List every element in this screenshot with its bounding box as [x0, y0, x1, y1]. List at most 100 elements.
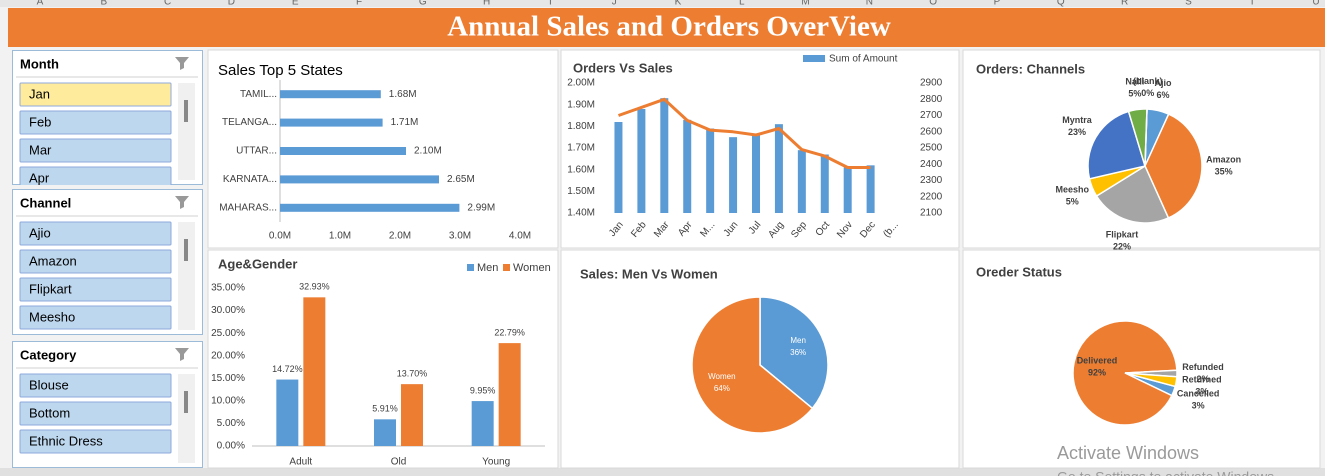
chart-title: Age&Gender — [218, 256, 297, 271]
pie-label: Ajio — [1155, 78, 1173, 88]
slicer-item-label[interactable]: Apr — [29, 170, 50, 185]
y2-tick-label: 2100 — [920, 208, 943, 219]
pie-label: Nalli — [1125, 76, 1144, 86]
slicer-item[interactable] — [19, 166, 172, 190]
slicer-item-label[interactable]: Blouse — [29, 377, 69, 392]
pie-value-label: 3% — [1192, 401, 1205, 411]
slicer-item-label[interactable]: Meesho — [29, 309, 75, 324]
pie-label: (blank) — [1133, 76, 1163, 86]
column-header: K — [675, 0, 682, 8]
column-header: N — [866, 0, 873, 8]
slicer-title: Channel — [20, 195, 71, 210]
chart-title: Sales Top 5 States — [218, 62, 343, 79]
y-tick-label: 2.00M — [567, 78, 595, 89]
slicer-item[interactable] — [19, 305, 172, 330]
column-header: H — [483, 0, 490, 8]
chart-title: Sales: Men Vs Women — [580, 266, 718, 281]
pie-label: Meesho — [1056, 184, 1090, 194]
slicer-item-label[interactable]: Bottom — [29, 405, 70, 420]
column-header: T — [1249, 0, 1255, 8]
scroll-thumb[interactable] — [184, 391, 188, 413]
pie-slice — [759, 296, 829, 410]
x-tick-label: 2.0M — [389, 231, 411, 242]
pie-value-label: 5% — [1066, 196, 1079, 206]
slicer-item[interactable] — [19, 373, 172, 398]
bar — [471, 401, 494, 446]
slicer: Channel Ajio Amazon Flipkart Meesho — [12, 189, 203, 335]
scroll-thumb[interactable] — [184, 100, 188, 122]
x-tick-label: Old — [391, 457, 407, 468]
data-label: 5.91% — [372, 404, 398, 414]
y2-tick-label: 2300 — [920, 175, 943, 186]
filter-clear-icon[interactable] — [175, 348, 189, 361]
slicer-item[interactable] — [19, 221, 172, 246]
data-label: 2.65M — [447, 174, 475, 185]
slicer-item[interactable] — [19, 429, 172, 454]
data-label: 32.93% — [299, 282, 330, 292]
slicer-item-label[interactable]: Mar — [29, 142, 52, 157]
bar — [729, 137, 738, 213]
bar — [280, 175, 439, 184]
data-label: 22.79% — [494, 327, 525, 337]
chart-title: Orders Vs Sales — [573, 60, 673, 75]
pie-slice — [1087, 110, 1146, 180]
slicer-item[interactable] — [19, 249, 172, 274]
pie-label: Amazon — [1206, 155, 1241, 165]
column-header: G — [419, 0, 427, 8]
slicer-item-label[interactable]: Ajio — [29, 225, 51, 240]
filter-clear-icon[interactable] — [175, 57, 189, 70]
scroll-thumb[interactable] — [184, 239, 188, 261]
slicer-item[interactable] — [19, 82, 172, 107]
column-header: M — [801, 0, 809, 8]
pie-label: Cancelled — [1177, 389, 1220, 399]
scrollbar[interactable] — [178, 83, 195, 180]
slicer-item-label[interactable]: Flipkart — [29, 281, 72, 296]
filter-clear-icon[interactable] — [175, 196, 189, 209]
slicer-item-label[interactable]: Amazon — [29, 253, 77, 268]
y-tick-label: 1.40M — [567, 208, 595, 219]
title-banner — [8, 8, 1325, 47]
chart-title: Oreder Status — [976, 264, 1062, 279]
column-header: F — [356, 0, 362, 8]
column-header: I — [549, 0, 552, 8]
y2-tick-label: 2700 — [920, 110, 943, 121]
slicer-item-label[interactable]: Feb — [29, 114, 51, 129]
pie-value-label: 64% — [714, 384, 730, 393]
legend-swatch — [467, 264, 474, 271]
pie-label: Myntra — [1062, 115, 1092, 125]
legend-label: Men — [477, 262, 498, 274]
y-tick-label: 30.00% — [211, 305, 245, 316]
bar — [280, 90, 381, 99]
x-tick-label: Young — [482, 457, 510, 468]
column-header: L — [739, 0, 745, 8]
slicer-item[interactable] — [19, 401, 172, 426]
y-tick-label: 1.80M — [567, 121, 595, 132]
column-header: Q — [1057, 0, 1065, 8]
column-header: J — [612, 0, 617, 8]
pie-label: Delivered — [1077, 356, 1118, 366]
column-header: C — [164, 0, 171, 8]
bar — [303, 297, 326, 446]
slicer-title: Category — [20, 347, 77, 362]
y-tick-label: 0.00% — [217, 441, 245, 452]
slicer-item[interactable] — [19, 138, 172, 163]
data-label: 13.70% — [397, 369, 428, 379]
y-tick-label: 10.00% — [211, 395, 245, 406]
slicer-item[interactable] — [19, 110, 172, 135]
pie-label: Returned — [1182, 374, 1222, 384]
bar — [374, 419, 396, 446]
slicer-item-label[interactable]: Ethnic Dress — [29, 433, 103, 448]
pie-slice — [1144, 109, 1148, 167]
scrollbar[interactable] — [178, 222, 195, 330]
bar — [276, 379, 299, 446]
pie-value-label: 5% — [1128, 88, 1141, 98]
pie-value-label: 2% — [1196, 374, 1209, 384]
column-header: O — [929, 0, 937, 8]
slicer-item-label[interactable]: Jan — [29, 86, 50, 101]
data-label: 1.71M — [391, 117, 419, 128]
scrollbar[interactable] — [178, 374, 195, 463]
slicer-item[interactable] — [19, 277, 172, 302]
column-header: S — [1185, 0, 1192, 8]
chart-title: Orders: Channels — [976, 61, 1085, 76]
bar — [706, 128, 715, 213]
